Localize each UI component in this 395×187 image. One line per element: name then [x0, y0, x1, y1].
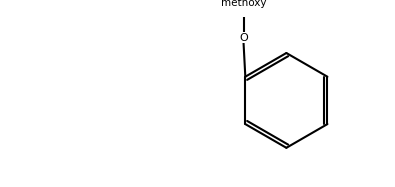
Text: methoxy: methoxy: [221, 0, 266, 8]
Text: O: O: [239, 33, 248, 42]
